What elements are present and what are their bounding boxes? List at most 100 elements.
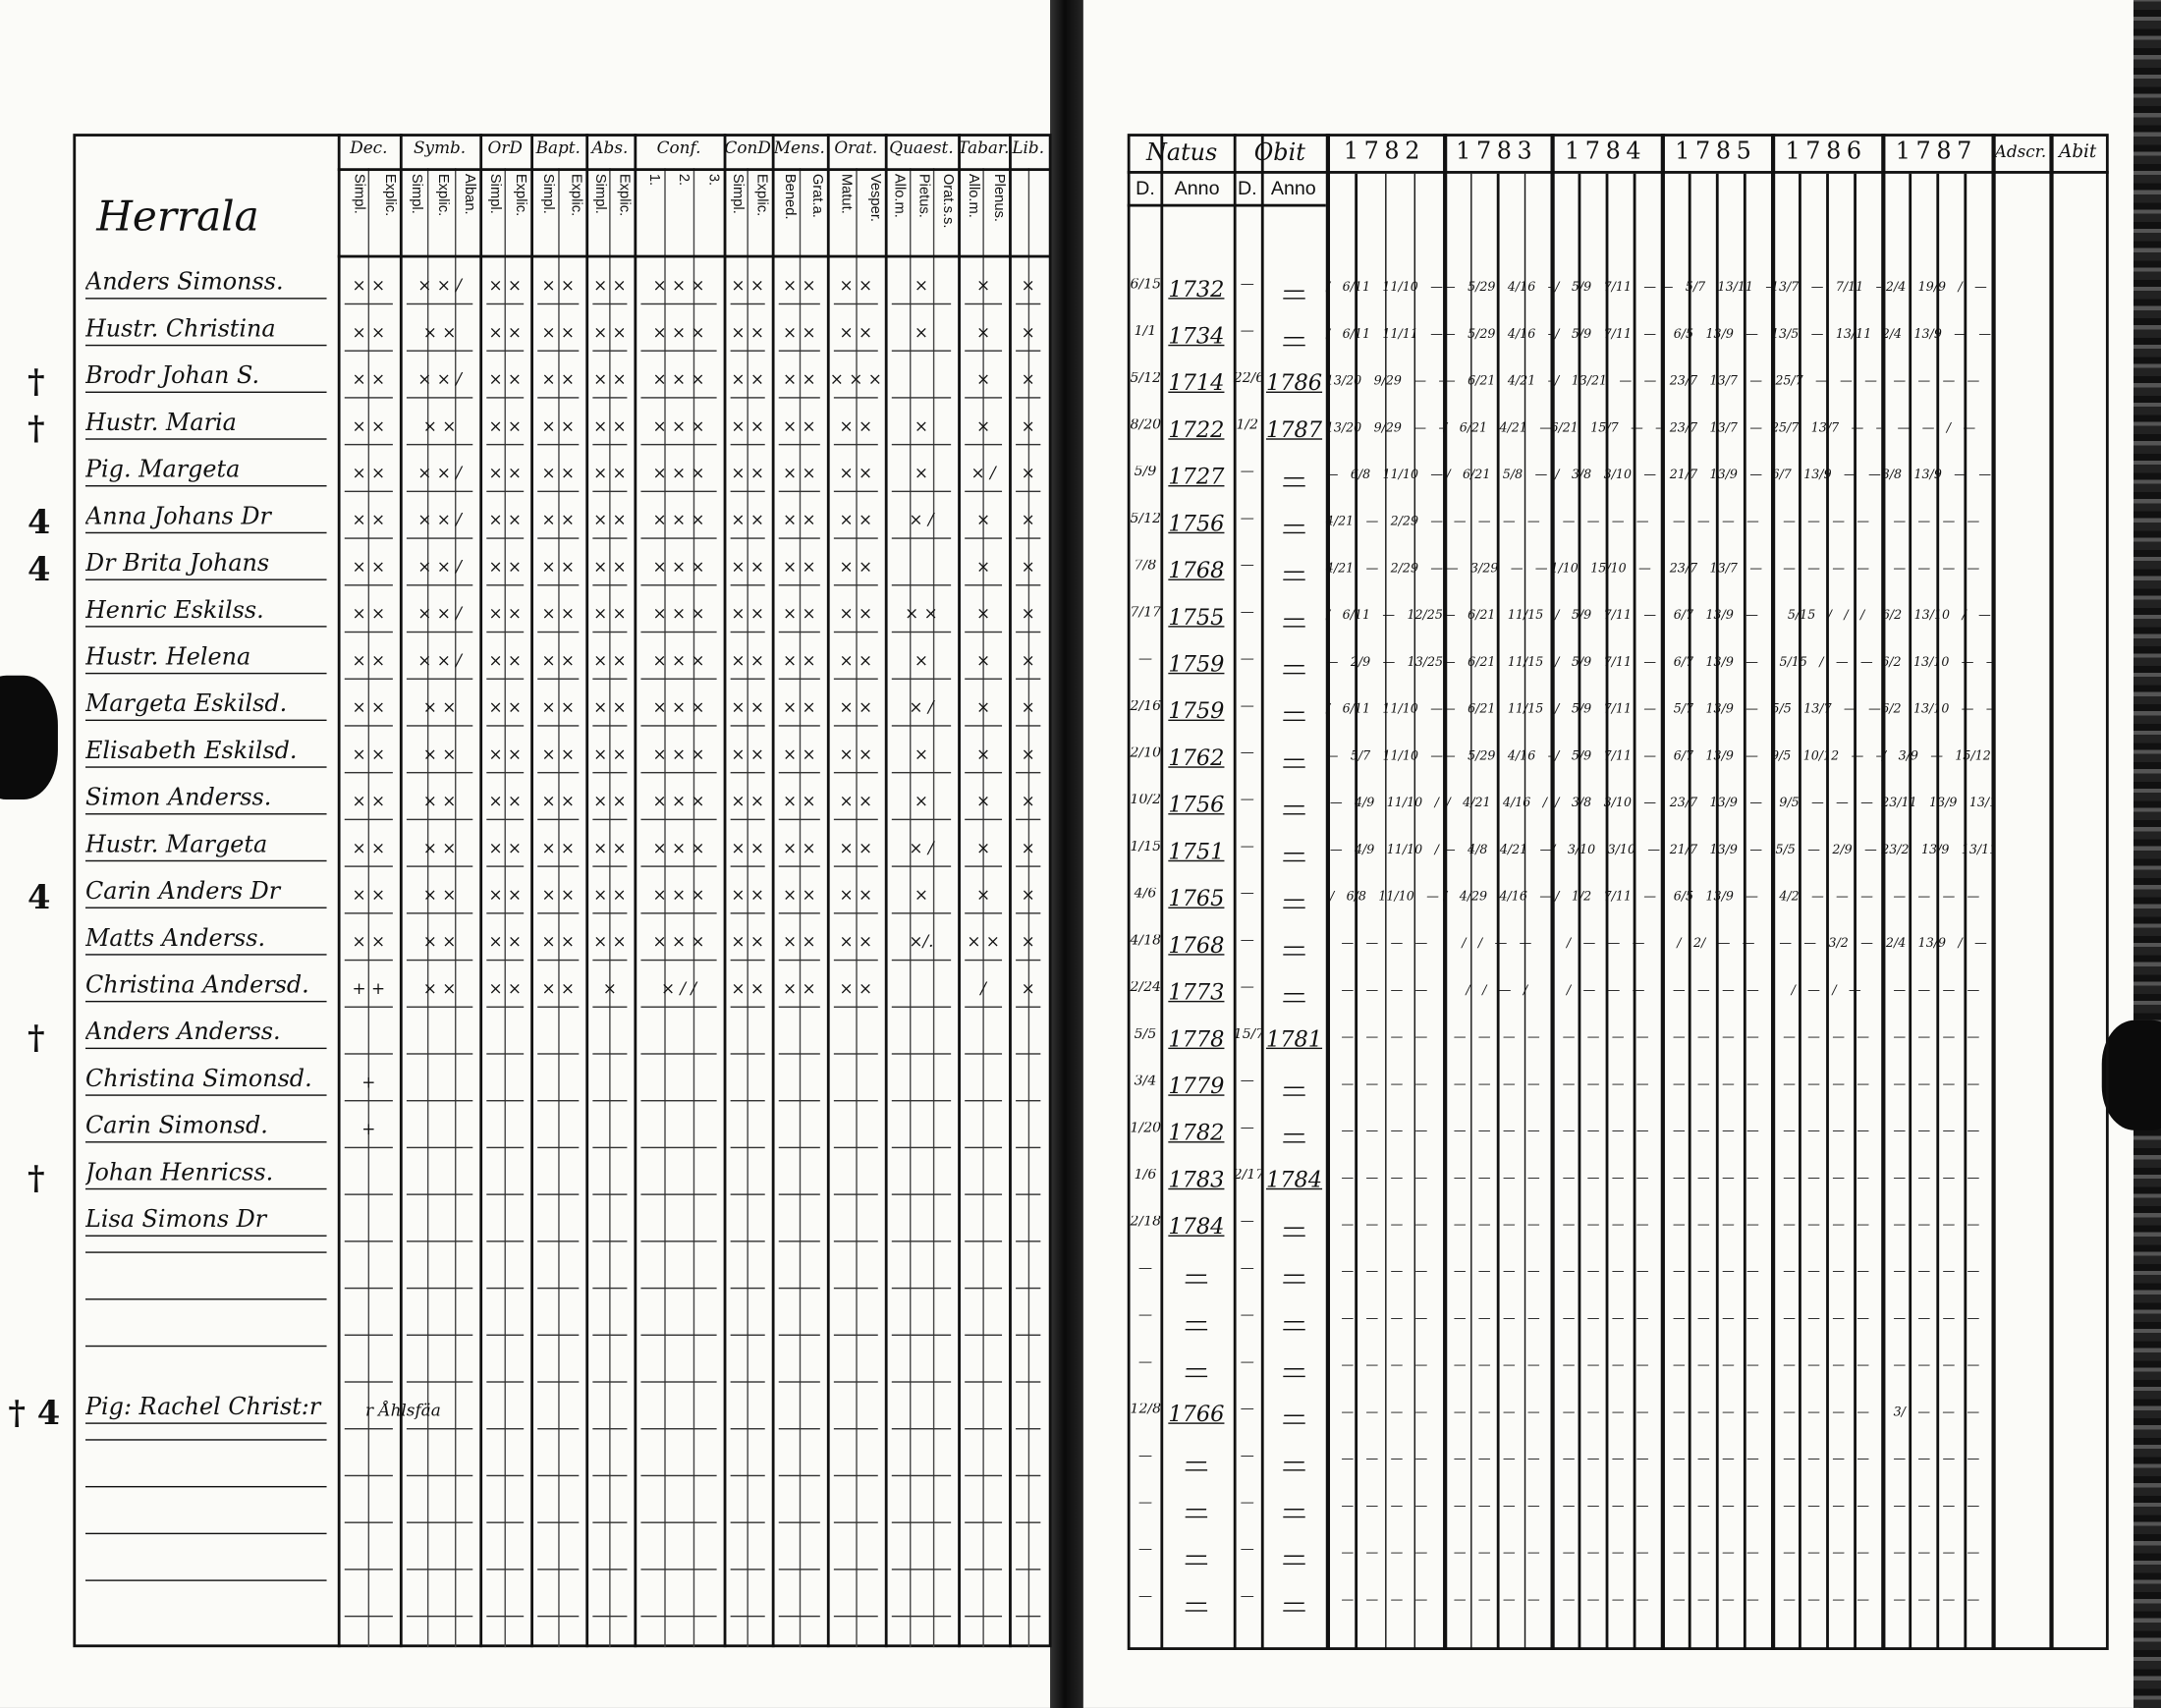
row-rule xyxy=(965,818,1003,821)
catechism-mark: × × xyxy=(541,697,576,717)
year-entries: — — — — xyxy=(1453,1030,1540,1045)
column-subheader: Simpl. xyxy=(591,173,609,214)
row-rule xyxy=(1016,771,1041,774)
death-year: — xyxy=(1283,791,1305,818)
death-year: — xyxy=(1283,697,1305,724)
row-rule xyxy=(486,912,525,914)
year-entries: — — — — xyxy=(1783,1171,1870,1186)
catechism-mark: × × xyxy=(731,275,764,296)
row-rule xyxy=(1016,537,1041,540)
catechism-mark: × × xyxy=(783,557,816,577)
year-entries: — — — — xyxy=(1453,1593,1540,1608)
row-rule xyxy=(344,1381,393,1384)
row-rule xyxy=(778,678,820,681)
register-name: Matts Anderss. xyxy=(84,923,327,956)
year-entries: — — — — xyxy=(1562,1265,1649,1280)
year-entries: — — — — xyxy=(1341,1265,1428,1280)
register-name xyxy=(84,1579,327,1581)
row-rule xyxy=(965,631,1003,634)
year-entries: 13/5 — 13/11 — xyxy=(1770,328,1881,343)
row-rule xyxy=(1016,725,1041,728)
catechism-mark: × × xyxy=(488,744,523,764)
year-entries: / 3/10 3/10 — xyxy=(1551,843,1661,857)
catechism-mark: × × xyxy=(783,885,816,905)
year-subcolumn-rule xyxy=(1524,173,1526,1650)
catechism-mark: × × xyxy=(593,744,627,764)
row-rule xyxy=(778,584,820,586)
birth-year: — xyxy=(1185,1306,1208,1334)
catechism-mark: × × xyxy=(541,931,576,952)
catechism-mark: × × xyxy=(488,510,523,529)
birth-year: 1759 xyxy=(1168,697,1225,724)
year-entries: 5/5 13/7 — — xyxy=(1771,702,1881,717)
row-rule xyxy=(592,1287,628,1290)
catechism-mark: × × xyxy=(839,885,873,905)
row-rule xyxy=(537,1474,580,1477)
year-entries: — 4/9 11/10 / xyxy=(1329,797,1439,811)
left-subcolumn-rule xyxy=(747,168,748,1648)
year-entries: 1/10 15/10 — / xyxy=(1550,562,1661,577)
catechism-mark: × × xyxy=(541,510,576,529)
row-rule xyxy=(486,1193,525,1196)
row-rule xyxy=(965,1615,1003,1618)
row-rule xyxy=(730,1428,765,1430)
margin-mark: † xyxy=(28,408,45,449)
column-subheader: 2. xyxy=(675,173,693,187)
year-entries: 21/7 13/9 — xyxy=(1669,468,1762,483)
row-rule xyxy=(486,1474,525,1477)
row-rule xyxy=(1016,1006,1041,1009)
catechism-mark: × / / xyxy=(660,978,697,999)
year-entries: — — — — xyxy=(1672,1358,1759,1373)
catechism-mark: × × xyxy=(839,838,873,857)
year-entries: — — — — xyxy=(1893,515,1980,529)
left-column-rule xyxy=(399,134,403,1648)
margin-mark: 4 xyxy=(28,876,51,917)
row-rule xyxy=(1016,1146,1041,1149)
year-entries: — — — — xyxy=(1893,1030,1980,1045)
row-rule xyxy=(778,725,820,728)
year-entries: 23/7 13/9 — xyxy=(1669,797,1762,811)
row-rule xyxy=(891,443,952,446)
year-entries: — — — — xyxy=(1341,1030,1428,1045)
death-year: — xyxy=(1283,744,1305,771)
row-rule xyxy=(640,771,717,774)
row-rule xyxy=(344,1146,393,1149)
catechism-mark: × × xyxy=(541,744,576,764)
row-rule xyxy=(730,912,765,914)
register-name: Christina Andersd. xyxy=(84,970,327,1003)
register-name: Anders Simonss. xyxy=(84,267,327,300)
row-rule xyxy=(833,303,878,305)
year-entries: — — — — xyxy=(1893,1265,1980,1280)
catechism-mark: × × xyxy=(352,650,386,671)
column-header: Lib. xyxy=(1012,138,1045,157)
year-entries: 9/5 10/12 — — xyxy=(1770,749,1882,764)
row-rule xyxy=(965,350,1003,353)
row-rule xyxy=(730,1146,765,1149)
death-year: — xyxy=(1283,1119,1305,1146)
column-subheader: Explic. xyxy=(381,173,399,217)
catechism-mark: × × xyxy=(593,463,627,483)
year-entries: — — / — xyxy=(1897,421,1976,436)
left-column-rule xyxy=(723,134,726,1648)
row-rule xyxy=(344,1474,393,1477)
catechism-mark: × xyxy=(1021,744,1035,764)
row-rule xyxy=(406,537,473,540)
year-entries: — — — — xyxy=(1341,1125,1428,1139)
row-rule xyxy=(344,490,393,493)
catechism-mark: × × xyxy=(352,697,386,717)
row-rule xyxy=(730,865,765,868)
right-column-rule xyxy=(1550,134,1555,1650)
catechism-mark: × xyxy=(1021,603,1035,624)
year-subcolumn-rule xyxy=(1469,173,1472,1650)
row-rule xyxy=(640,1615,717,1618)
row-rule xyxy=(1016,1287,1041,1290)
left-header-rule xyxy=(337,168,1051,171)
year-entries: — — — — xyxy=(1783,1453,1870,1467)
row-rule xyxy=(406,350,473,353)
row-rule xyxy=(730,1569,765,1571)
row-rule xyxy=(640,1474,717,1477)
row-rule xyxy=(344,1053,393,1056)
row-rule xyxy=(344,537,393,540)
row-rule xyxy=(537,959,580,962)
row-rule xyxy=(486,537,525,540)
